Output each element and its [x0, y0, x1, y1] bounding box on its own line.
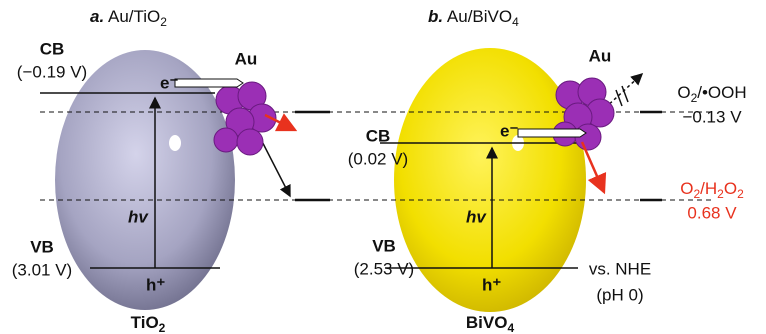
reference: vs. NHE	[589, 259, 651, 278]
text-part: O	[677, 83, 690, 102]
subscript: 2	[737, 187, 744, 201]
text-part: /•OOH	[697, 83, 746, 102]
text-part: BiVO	[466, 313, 508, 332]
cb-label: CB	[366, 126, 391, 145]
redox-couple: O2/H2O2	[680, 179, 744, 201]
highlight	[169, 135, 181, 151]
panel-title: a. Au/TiO2	[90, 7, 167, 29]
redox-potential: 0.68 V	[687, 203, 737, 222]
text-part: O	[680, 179, 693, 198]
redox-potential: −0.13 V	[682, 107, 742, 126]
cb-potential: (−0.19 V)	[17, 62, 87, 81]
panel-letter: b.	[428, 7, 443, 26]
text-part: O	[724, 179, 737, 198]
hole: h⁺	[482, 275, 501, 294]
ph-condition: (pH 0)	[596, 285, 643, 304]
diagram: a. Au/TiO2 CB (−0.19 V) VB (3.01 V) e⁻ h…	[0, 0, 766, 334]
photon: hv	[466, 207, 487, 226]
tio2-particle	[55, 50, 235, 310]
vb-label: VB	[372, 236, 396, 255]
photon: hv	[128, 207, 149, 226]
cb-label: CB	[40, 39, 65, 58]
electron: e⁻	[500, 121, 518, 140]
vb-label: VB	[30, 237, 54, 256]
cb-potential: (0.02 V)	[348, 149, 408, 168]
bivo4-particle	[394, 48, 586, 312]
metal-label: Au	[235, 49, 258, 68]
redox-couple: O2/•OOH	[677, 83, 746, 105]
semiconductor-label: TiO2	[131, 313, 166, 334]
text-part: Au/TiO	[108, 7, 160, 26]
text-part: TiO	[131, 313, 159, 332]
subscript: 4	[507, 321, 514, 334]
hole: h⁺	[146, 275, 165, 294]
transfer-arrow	[518, 129, 586, 137]
panel-title: b. Au/BiVO4	[428, 7, 519, 29]
panel-letter: a.	[90, 7, 104, 26]
vb-potential: (3.01 V)	[12, 260, 72, 279]
subscript: 2	[159, 321, 166, 334]
transfer-arrow	[175, 79, 243, 87]
text-part: /H	[700, 179, 717, 198]
text-part: Au/BiVO	[447, 7, 512, 26]
semiconductor-label: BiVO4	[466, 313, 515, 334]
subscript: 2	[160, 15, 167, 29]
electron: e⁻	[160, 73, 178, 92]
vb-potential: (2.53 V)	[354, 259, 414, 278]
metal-label: Au	[589, 46, 612, 65]
subscript: 4	[512, 15, 519, 29]
